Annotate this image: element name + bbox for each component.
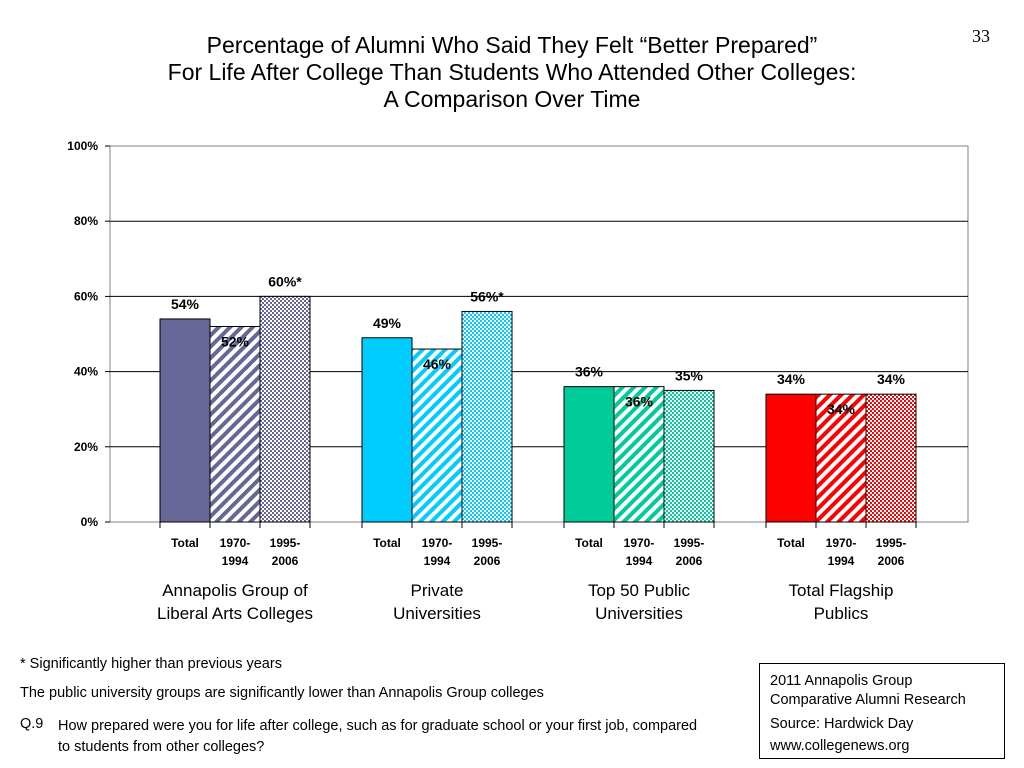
data-label: 36%: [575, 364, 604, 380]
data-label: 49%: [373, 315, 402, 331]
category-label: 1994: [828, 554, 855, 568]
category-label: 1970-: [826, 536, 857, 550]
category-label: 1995-: [472, 536, 503, 550]
bar: [865, 393, 917, 523]
bar: [815, 393, 867, 523]
chart-title: Percentage of Alumni Who Said They Felt …: [0, 32, 1024, 113]
group-label: Annapolis Group of Liberal Arts Colleges: [125, 579, 345, 625]
category-label: 1970-: [220, 536, 251, 550]
group-label-line: Liberal Arts Colleges: [157, 604, 313, 623]
bar: [563, 386, 615, 523]
bar: [461, 310, 513, 523]
data-label: 34%: [827, 401, 856, 417]
data-label: 56%*: [470, 288, 504, 304]
significance-note: * Significantly higher than previous yea…: [20, 656, 282, 672]
title-line: For Life After College Than Students Who…: [167, 59, 857, 85]
category-label: Total: [171, 536, 199, 550]
y-tick-label: 20%: [74, 440, 98, 454]
bar: [663, 389, 715, 523]
category-label: 2006: [474, 554, 501, 568]
question-number: Q.9: [20, 716, 44, 732]
category-label: 1995-: [674, 536, 705, 550]
bar: [209, 325, 261, 523]
group-label-line: Top 50 Public: [587, 581, 691, 600]
group-label: Private Universities: [327, 579, 547, 625]
question-text: How prepared were you for life after col…: [58, 718, 698, 755]
data-label: 34%: [777, 371, 806, 387]
group-label-line: Total Flagship: [788, 581, 894, 600]
category-label: 2006: [676, 554, 703, 568]
category-label: 2006: [272, 554, 299, 568]
category-label: 1970-: [624, 536, 655, 550]
slide-number: 33: [972, 26, 990, 46]
y-tick-label: 60%: [74, 289, 98, 303]
category-label: Total: [373, 536, 401, 550]
y-tick-label: 100%: [67, 139, 98, 153]
bar: [159, 318, 211, 523]
category-label: 1994: [626, 554, 653, 568]
bar-chart: 0% 20% 40% 60% 80% 100% 54% Total 52% 1970- 1994 60…: [67, 139, 969, 568]
group-label-line: Universities: [393, 604, 481, 623]
y-tick-label: 40%: [74, 365, 98, 379]
bar: [613, 386, 665, 523]
category-label: 1994: [222, 554, 249, 568]
bar: [765, 393, 817, 523]
group-label-line: Publics: [813, 604, 869, 623]
title-line: A Comparison Over Time: [383, 86, 641, 112]
group-label-line: Universities: [595, 604, 683, 623]
data-label: 35%: [675, 367, 704, 383]
group-label: Total Flagship Publics: [731, 579, 951, 625]
comparison-note: The public university groups are signifi…: [20, 685, 544, 701]
question-note: Q.9 How prepared were you for life after…: [20, 716, 720, 760]
category-label: 1995-: [270, 536, 301, 550]
category-label: 1994: [424, 554, 451, 568]
data-label: 60%*: [268, 273, 302, 289]
source-line: 2011 Annapolis Group: [770, 673, 913, 689]
category-label: 2006: [878, 554, 905, 568]
data-label: 52%: [221, 333, 250, 349]
data-label: 46%: [423, 356, 452, 372]
group-label-line: Annapolis Group of: [162, 581, 308, 600]
category-label: Total: [575, 536, 603, 550]
source-url: www.collegenews.org: [770, 738, 910, 754]
category-label: Total: [777, 536, 805, 550]
y-tick-label: 0%: [81, 515, 99, 529]
data-label: 36%: [625, 394, 654, 410]
group-label: Top 50 Public Universities: [529, 579, 749, 625]
bar: [361, 337, 413, 523]
group-label-line: Private: [410, 581, 464, 600]
source-line: Comparative Alumni Research: [770, 692, 966, 708]
category-label: 1970-: [422, 536, 453, 550]
source-box: 2011 Annapolis Group Comparative Alumni …: [759, 663, 1005, 759]
bar: [259, 295, 311, 523]
source-line: Source: Hardwick Day: [770, 716, 914, 732]
y-tick-label: 80%: [74, 214, 98, 228]
category-label: 1995-: [876, 536, 907, 550]
data-label: 54%: [171, 296, 200, 312]
data-label: 34%: [877, 371, 906, 387]
title-line: Percentage of Alumni Who Said They Felt …: [206, 32, 818, 58]
bar: [411, 348, 463, 523]
